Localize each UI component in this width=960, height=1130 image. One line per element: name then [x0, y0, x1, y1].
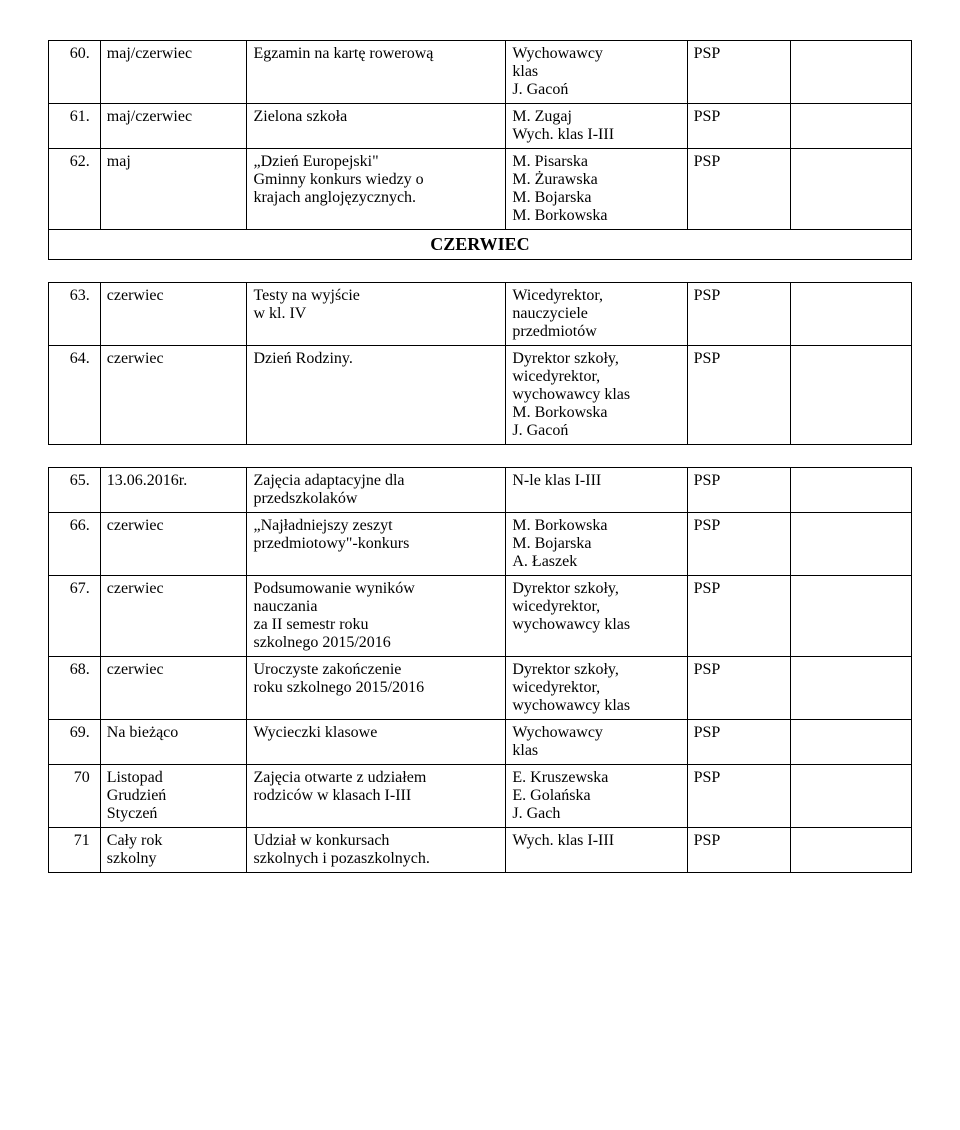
row-org-cell: PSP — [687, 41, 791, 104]
table-row: 66.czerwiec„Najładniejszy zeszytprzedmio… — [49, 513, 912, 576]
row-number-cell: 67. — [49, 576, 101, 657]
row-note-cell — [791, 41, 912, 104]
row-note-cell — [791, 657, 912, 720]
row-org-cell: PSP — [687, 513, 791, 576]
row-who-cell: M. PisarskaM. ŻurawskaM. BojarskaM. Bork… — [506, 149, 687, 230]
row-number-cell: 70 — [49, 765, 101, 828]
table-row: 64.czerwiecDzień Rodziny.Dyrektor szkoły… — [49, 346, 912, 445]
row-org-cell: PSP — [687, 346, 791, 445]
table-row: 68.czerwiecUroczyste zakończenieroku szk… — [49, 657, 912, 720]
row-number-cell: 61. — [49, 104, 101, 149]
row-org-cell: PSP — [687, 657, 791, 720]
row-number-cell: 68. — [49, 657, 101, 720]
row-who-cell: M. ZugajWych. klas I-III — [506, 104, 687, 149]
row-what-cell: „Dzień Europejski"Gminny konkurs wiedzy … — [247, 149, 506, 230]
row-what-cell: Zajęcia adaptacyjne dlaprzedszkolaków — [247, 468, 506, 513]
schedule-table-2: 63.czerwiecTesty na wyjściew kl. IVWiced… — [48, 282, 912, 445]
row-note-cell — [791, 104, 912, 149]
row-when-cell: czerwiec — [100, 283, 247, 346]
row-when-cell: maj — [100, 149, 247, 230]
row-note-cell — [791, 576, 912, 657]
row-what-cell: Udział w konkursachszkolnych i pozaszkol… — [247, 828, 506, 873]
table-row: 71Cały rokszkolnyUdział w konkursachszko… — [49, 828, 912, 873]
table-row: 70ListopadGrudzieńStyczeńZajęcia otwarte… — [49, 765, 912, 828]
row-when-cell: ListopadGrudzieńStyczeń — [100, 765, 247, 828]
schedule-table-1-body: 60.maj/czerwiecEgzamin na kartę rowerową… — [49, 41, 912, 230]
row-what-cell: Zielona szkoła — [247, 104, 506, 149]
row-note-cell — [791, 346, 912, 445]
table-row: 63.czerwiecTesty na wyjściew kl. IVWiced… — [49, 283, 912, 346]
row-org-cell: PSP — [687, 828, 791, 873]
row-when-cell: czerwiec — [100, 576, 247, 657]
table-row: 62.maj„Dzień Europejski"Gminny konkurs w… — [49, 149, 912, 230]
row-when-cell: czerwiec — [100, 346, 247, 445]
row-org-cell: PSP — [687, 720, 791, 765]
row-org-cell: PSP — [687, 283, 791, 346]
row-when-cell: maj/czerwiec — [100, 104, 247, 149]
row-who-cell: M. BorkowskaM. BojarskaA. Łaszek — [506, 513, 687, 576]
row-when-cell: maj/czerwiec — [100, 41, 247, 104]
row-note-cell — [791, 828, 912, 873]
row-what-cell: Dzień Rodziny. — [247, 346, 506, 445]
row-note-cell — [791, 513, 912, 576]
row-org-cell: PSP — [687, 576, 791, 657]
row-when-cell: Cały rokszkolny — [100, 828, 247, 873]
table-row: 67.czerwiecPodsumowanie wynikównauczania… — [49, 576, 912, 657]
row-what-cell: Zajęcia otwarte z udziałemrodziców w kla… — [247, 765, 506, 828]
schedule-table-1: 60.maj/czerwiecEgzamin na kartę rowerową… — [48, 40, 912, 260]
row-who-cell: Dyrektor szkoły,wicedyrektor,wychowawcy … — [506, 346, 687, 445]
section-header-row: CZERWIEC — [49, 230, 912, 260]
row-who-cell: WychowawcyklasJ. Gacoń — [506, 41, 687, 104]
row-when-cell: czerwiec — [100, 657, 247, 720]
row-what-cell: Egzamin na kartę rowerową — [247, 41, 506, 104]
row-what-cell: Testy na wyjściew kl. IV — [247, 283, 506, 346]
schedule-table-3: 65.13.06.2016r.Zajęcia adaptacyjne dlapr… — [48, 467, 912, 873]
row-number-cell: 65. — [49, 468, 101, 513]
row-org-cell: PSP — [687, 765, 791, 828]
row-note-cell — [791, 283, 912, 346]
row-who-cell: E. KruszewskaE. GolańskaJ. Gach — [506, 765, 687, 828]
table-row: 61.maj/czerwiecZielona szkołaM. ZugajWyc… — [49, 104, 912, 149]
row-note-cell — [791, 149, 912, 230]
row-note-cell — [791, 468, 912, 513]
row-who-cell: Dyrektor szkoły,wicedyrektor,wychowawcy … — [506, 576, 687, 657]
row-number-cell: 64. — [49, 346, 101, 445]
row-number-cell: 60. — [49, 41, 101, 104]
row-number-cell: 71 — [49, 828, 101, 873]
row-number-cell: 63. — [49, 283, 101, 346]
row-who-cell: N-le klas I-III — [506, 468, 687, 513]
schedule-table-2-body: 63.czerwiecTesty na wyjściew kl. IVWiced… — [49, 283, 912, 445]
row-who-cell: Wicedyrektor,nauczycieleprzedmiotów — [506, 283, 687, 346]
schedule-table-3-body: 65.13.06.2016r.Zajęcia adaptacyjne dlapr… — [49, 468, 912, 873]
section-header-cell: CZERWIEC — [49, 230, 912, 260]
row-org-cell: PSP — [687, 104, 791, 149]
row-when-cell: czerwiec — [100, 513, 247, 576]
row-when-cell: Na bieżąco — [100, 720, 247, 765]
table-row: 69.Na bieżącoWycieczki klasoweWychowawcy… — [49, 720, 912, 765]
row-note-cell — [791, 765, 912, 828]
row-number-cell: 66. — [49, 513, 101, 576]
row-number-cell: 62. — [49, 149, 101, 230]
row-what-cell: „Najładniejszy zeszytprzedmiotowy"-konku… — [247, 513, 506, 576]
table-row: 65.13.06.2016r.Zajęcia adaptacyjne dlapr… — [49, 468, 912, 513]
row-who-cell: Wych. klas I-III — [506, 828, 687, 873]
spacer-1 — [48, 260, 912, 282]
row-number-cell: 69. — [49, 720, 101, 765]
row-who-cell: Dyrektor szkoły,wicedyrektor,wychowawcy … — [506, 657, 687, 720]
row-what-cell: Wycieczki klasowe — [247, 720, 506, 765]
row-org-cell: PSP — [687, 468, 791, 513]
row-org-cell: PSP — [687, 149, 791, 230]
row-when-cell: 13.06.2016r. — [100, 468, 247, 513]
row-who-cell: Wychowawcyklas — [506, 720, 687, 765]
row-what-cell: Uroczyste zakończenieroku szkolnego 2015… — [247, 657, 506, 720]
row-note-cell — [791, 720, 912, 765]
spacer-2 — [48, 445, 912, 467]
table-row: 60.maj/czerwiecEgzamin na kartę rowerową… — [49, 41, 912, 104]
row-what-cell: Podsumowanie wynikównauczaniaza II semes… — [247, 576, 506, 657]
